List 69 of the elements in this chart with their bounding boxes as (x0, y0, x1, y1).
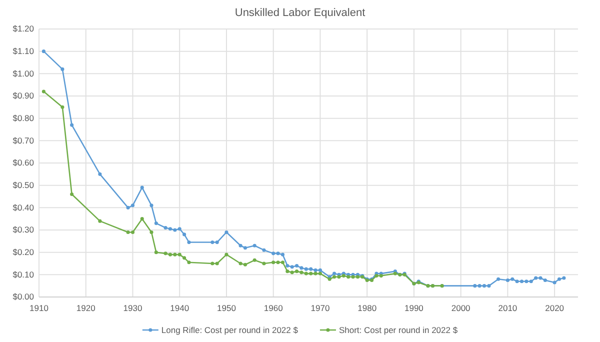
point (140, 217, 144, 221)
point (168, 252, 172, 256)
x-tick-label: 1910 (30, 303, 49, 314)
point (280, 260, 285, 264)
y-tick-label: $0.00 (12, 292, 34, 302)
y-tick-label: $0.60 (12, 158, 34, 168)
point (215, 262, 219, 266)
point (173, 252, 177, 256)
point (262, 262, 266, 266)
point (290, 270, 294, 274)
point (178, 252, 182, 256)
point (351, 275, 355, 279)
x-tick-label: 2010 (498, 303, 518, 314)
point (126, 230, 130, 234)
point (304, 272, 308, 276)
point (164, 252, 168, 256)
y-tick-label: $0.90 (12, 90, 34, 101)
y-tick-label: $1.10 (12, 46, 34, 56)
point (300, 270, 304, 274)
x-tick-label: 1920 (76, 303, 96, 314)
point (309, 272, 313, 276)
x-tick-label: 1950 (217, 303, 236, 314)
point (379, 274, 383, 278)
point (295, 270, 299, 274)
legend-label: Short: Cost per round in 2022 $ (338, 324, 458, 335)
y-tick-label: $0.70 (12, 135, 34, 146)
point (243, 262, 248, 266)
y-tick-label: $1.20 (12, 24, 34, 34)
x-tick-label: 2020 (545, 303, 564, 314)
point (150, 230, 154, 234)
point (286, 270, 290, 274)
point (130, 230, 135, 234)
y-tick-label: $0.10 (12, 269, 34, 280)
point (154, 250, 158, 254)
y-tick-label: $1.00 (12, 68, 34, 78)
point (224, 252, 228, 256)
point (356, 275, 360, 279)
y-tick-label: $0.80 (12, 113, 34, 124)
point (374, 274, 378, 278)
point (187, 260, 191, 264)
x-tick-label: 1940 (170, 303, 190, 314)
x-tick-label: 1930 (123, 303, 142, 314)
x-tick-label: 2000 (451, 303, 471, 314)
point (42, 90, 46, 94)
y-tick-label: $0.30 (12, 224, 34, 235)
legend-label: Long Rifle: Cost per round in 2022 $ (161, 324, 298, 335)
x-tick-label: 1960 (264, 303, 284, 314)
point (60, 105, 64, 109)
point (332, 275, 336, 279)
point (346, 275, 350, 279)
point (314, 272, 318, 276)
point (98, 219, 102, 223)
chart-title: Unskilled Labor Equivalent (234, 7, 366, 19)
point (318, 272, 322, 276)
x-tick-label: 1990 (404, 303, 424, 314)
x-tick-label: 1970 (310, 303, 330, 314)
point (337, 275, 341, 279)
y-tick-label: $0.20 (12, 247, 34, 258)
point (210, 262, 214, 266)
y-tick-label: $0.50 (12, 180, 34, 190)
x-tick-label: 1980 (358, 303, 377, 314)
point (272, 260, 276, 264)
point (182, 256, 186, 260)
y-tick-label: $0.40 (12, 202, 34, 212)
point (238, 262, 242, 266)
point (70, 192, 74, 196)
point (276, 260, 280, 264)
point (342, 274, 346, 278)
point (252, 258, 256, 262)
